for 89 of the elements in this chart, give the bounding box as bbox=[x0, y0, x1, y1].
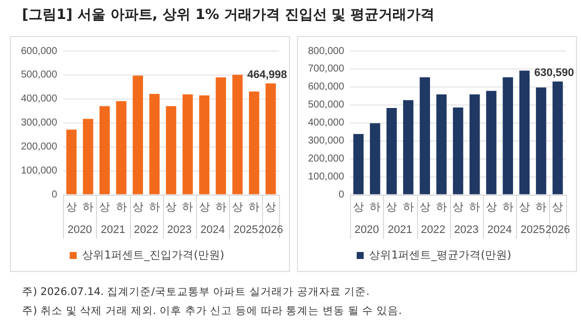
y-tick-label: 200,000 bbox=[20, 142, 58, 153]
bar bbox=[232, 74, 243, 194]
y-tick-label: 600,000 bbox=[308, 82, 345, 93]
bar bbox=[420, 77, 430, 194]
x-tick-label: 상 bbox=[386, 200, 398, 214]
bar bbox=[100, 106, 110, 194]
x-tick-label: 하 bbox=[469, 200, 480, 214]
text: 2025 bbox=[520, 224, 546, 236]
bar bbox=[216, 77, 226, 194]
text: 2022 bbox=[420, 224, 446, 236]
bar bbox=[66, 130, 77, 194]
x-tick-label: 상 bbox=[66, 200, 77, 214]
bar bbox=[502, 77, 514, 194]
x-tick-label: 하 bbox=[436, 200, 447, 214]
x-tick-label: 상 bbox=[198, 200, 210, 214]
bar bbox=[470, 94, 480, 194]
bar bbox=[248, 92, 260, 194]
text: 주) 2026.07.14. 집계기준/국토교통부 아파트 실거래가 공개자료 기준. bbox=[22, 286, 370, 298]
x-tick-label: 상 bbox=[518, 200, 530, 214]
x-tick-label: 상 bbox=[486, 200, 497, 214]
text: 2025 bbox=[234, 224, 258, 236]
bar bbox=[519, 70, 530, 194]
text: 2026 bbox=[545, 224, 570, 236]
y-tick-label: 400,000 bbox=[20, 94, 58, 105]
x-tick-label: 하 bbox=[215, 200, 226, 214]
y-tick-label: 300,000 bbox=[308, 136, 345, 147]
data-label: 464,998 bbox=[247, 68, 287, 81]
y-tick-label: 700,000 bbox=[308, 64, 345, 75]
text: 2022 bbox=[134, 224, 158, 236]
x-tick-label: 상 bbox=[352, 200, 364, 214]
bar bbox=[552, 81, 563, 194]
text: 2023 bbox=[167, 224, 192, 236]
bar bbox=[199, 95, 210, 194]
text: 2021 bbox=[388, 224, 412, 236]
x-tick-label: 상 bbox=[232, 200, 243, 214]
x-tick-label: 하 bbox=[182, 200, 194, 214]
x-tick-label: 하 bbox=[370, 200, 381, 214]
text: 주) 취소 및 삭제 거래 제외. 이후 추가 신고 등에 따라 통계는 변동 될 수 있음. bbox=[22, 305, 402, 317]
x-tick-label: 하 bbox=[536, 200, 547, 214]
text: 2020 bbox=[68, 224, 92, 236]
bar bbox=[403, 100, 414, 194]
bar bbox=[82, 118, 94, 194]
y-tick-label: 100,000 bbox=[20, 166, 58, 177]
y-tick-label: 100,000 bbox=[308, 172, 345, 183]
bar bbox=[149, 94, 160, 194]
y-tick-label: 0 bbox=[52, 190, 58, 201]
x-tick-label: 상 bbox=[552, 200, 564, 214]
x-tick-label: 하 bbox=[402, 200, 414, 214]
x-tick-label: 하 bbox=[248, 200, 260, 214]
x-tick-label: 상 bbox=[419, 200, 430, 214]
bar bbox=[452, 107, 464, 194]
bar bbox=[116, 101, 126, 194]
x-tick-label: 하 bbox=[116, 200, 127, 214]
y-tick-label: 200,000 bbox=[308, 154, 345, 165]
x-tick-label: 하 bbox=[148, 200, 160, 214]
bar bbox=[486, 90, 496, 194]
y-tick-label: 600,000 bbox=[20, 46, 58, 57]
x-tick-label: 하 bbox=[502, 200, 514, 214]
x-tick-label: 상 bbox=[99, 200, 110, 214]
y-tick-label: 300,000 bbox=[20, 118, 58, 129]
x-tick-label: 상 bbox=[132, 200, 144, 214]
bar bbox=[353, 134, 364, 194]
x-tick-label: 상 bbox=[452, 200, 464, 214]
bar bbox=[266, 83, 276, 194]
bar bbox=[132, 76, 144, 194]
y-tick-label: 800,000 bbox=[308, 46, 345, 57]
text: 2020 bbox=[354, 224, 379, 236]
text: 2026 bbox=[258, 224, 283, 236]
text: [그림1] 서울 아파트, 상위 1% 거래가격 진입선 및 평균거래가격 bbox=[22, 6, 435, 24]
x-tick-label: 하 bbox=[82, 200, 94, 214]
legend-label: 상위1퍼센트_평균가격(만원) bbox=[369, 248, 512, 262]
text: 2023 bbox=[454, 224, 479, 236]
x-tick-label: 상 bbox=[166, 200, 177, 214]
text: 2021 bbox=[100, 224, 126, 236]
bar bbox=[370, 123, 380, 194]
legend-label: 상위1퍼센트_진입가격(만원) bbox=[82, 248, 224, 262]
bar bbox=[386, 108, 397, 194]
y-tick-label: 400,000 bbox=[308, 118, 345, 129]
text: 2024 bbox=[487, 224, 512, 236]
y-tick-label: 500,000 bbox=[308, 100, 345, 111]
bar bbox=[536, 87, 546, 194]
y-tick-label: 500,000 bbox=[20, 70, 58, 81]
bar bbox=[436, 94, 447, 194]
y-tick-label: 0 bbox=[338, 190, 345, 201]
data-label: 630,590 bbox=[534, 66, 574, 79]
text: 2024 bbox=[200, 224, 225, 236]
bar bbox=[166, 106, 176, 194]
bar bbox=[182, 94, 193, 194]
x-tick-label: 상 bbox=[265, 200, 276, 214]
